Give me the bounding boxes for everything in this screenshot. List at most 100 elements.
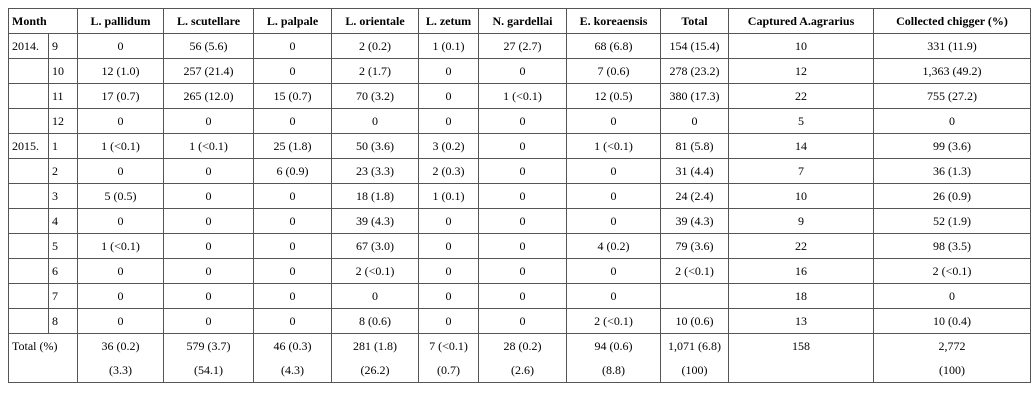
cell: 10 [728,33,875,59]
cell: 154 (15.4) [660,33,730,59]
percent-cell: (0.7) [418,358,480,383]
cell: 0 [163,258,255,284]
cell: 10 [728,183,875,209]
cell: 8 [47,308,79,334]
cell: 1 (<0.1) [77,133,165,159]
cell [8,283,49,309]
cell [8,183,49,209]
cell: 755 (27.2) [873,83,1032,109]
cell [8,308,49,334]
cell: 0 [478,158,568,184]
cell: 2 (0.2) [331,33,420,59]
cell: 2015. [8,133,49,159]
header-cell: L. orientale [331,8,420,34]
cell: 3 [47,183,79,209]
cell: 39 (4.3) [660,208,730,234]
cell [8,208,49,234]
cell [660,283,730,309]
cell: 12 [728,58,875,84]
cell: 0 [566,258,662,284]
percent-row: (3.3) (54.1) (4.3) (26.2) (0.7) (2.6) (8.8) (10… [7,358,1032,383]
cell: 0 [566,183,662,209]
cell: 3 (0.2) [418,133,480,159]
cell: 0 [566,108,662,134]
cell: 0 [478,183,568,209]
total-cell: 7 (<0.1) [418,333,480,358]
header-cell: L. zetum [418,8,480,34]
cell: 7 (0.6) [566,58,662,84]
cell: 0 [253,258,333,284]
cell: 7 [728,158,875,184]
header-cell: N. gardellai [478,8,568,34]
header-cell: E. koreaensis [566,8,662,34]
cell: 0 [163,283,255,309]
cell: 331 (11.9) [873,33,1032,59]
cell: 52 (1.9) [873,208,1032,234]
cell: 0 [566,283,662,309]
cell: 7 [47,283,79,309]
cell: 0 [77,158,165,184]
cell: 6 (0.9) [253,158,333,184]
header-cell: Collected chigger (%) [873,8,1032,34]
cell: 0 [253,233,333,259]
cell: 1,363 (49.2) [873,58,1032,84]
cell: 2014. [8,33,49,59]
cell [8,233,49,259]
percent-cell: (3.3) [77,358,165,383]
cell: 0 [873,283,1032,309]
cell: 0 [253,33,333,59]
header-cell: L. pallidum [77,8,165,34]
cell: 18 (1.8) [331,183,420,209]
header-row: Month L. pallidum L. scutellare L. palpale L… [7,8,1032,34]
cell: 16 [728,258,875,284]
cell: 6 [47,258,79,284]
cell: 0 [418,208,480,234]
cell: 4 [47,208,79,234]
cell: 8 (0.6) [331,308,420,334]
cell: 68 (6.8) [566,33,662,59]
cell: 0 [478,58,568,84]
cell: 0 [873,108,1032,134]
cell: 10 (0.4) [873,308,1032,334]
header-cell: L. palpale [253,8,333,34]
cell: 0 [478,283,568,309]
percent-cell: (26.2) [331,358,420,383]
cell: 70 (3.2) [331,83,420,109]
cell: 0 [418,258,480,284]
percent-cell [7,358,79,383]
data-row: 12 0 0 0 0 0 0 0 0 5 0 [8,108,1032,134]
header-cell: Total [660,8,730,34]
cell: 10 [47,58,79,84]
cell: 26 (0.9) [873,183,1032,209]
total-cell: 158 [728,333,875,358]
cell: 0 [478,108,568,134]
percent-cell: (54.1) [163,358,255,383]
cell: 0 [331,283,420,309]
cell: 0 [660,108,730,134]
data-row: 7 0 0 0 0 0 0 0 18 0 [8,283,1032,309]
cell: 0 [77,108,165,134]
cell: 2 (<0.1) [566,308,662,334]
cell: 1 (<0.1) [478,83,568,109]
cell: 22 [728,83,875,109]
cell: 12 [47,108,79,134]
cell: 99 (3.6) [873,133,1032,159]
cell: 1 (<0.1) [163,133,255,159]
cell: 0 [478,133,568,159]
data-row: 2015. 1 1 (<0.1) 1 (<0.1) 25 (1.8) 50 (3.6) 3 … [8,133,1032,159]
cell: 1 [47,133,79,159]
cell: 0 [418,83,480,109]
cell: 0 [478,233,568,259]
percent-cell: (100) [660,358,730,383]
cell: 50 (3.6) [331,133,420,159]
cell: 2 (<0.1) [331,258,420,284]
cell: 0 [77,33,165,59]
cell: 2 (0.3) [418,158,480,184]
cell: 0 [253,183,333,209]
cell: 22 [728,233,875,259]
cell: 2 [47,158,79,184]
